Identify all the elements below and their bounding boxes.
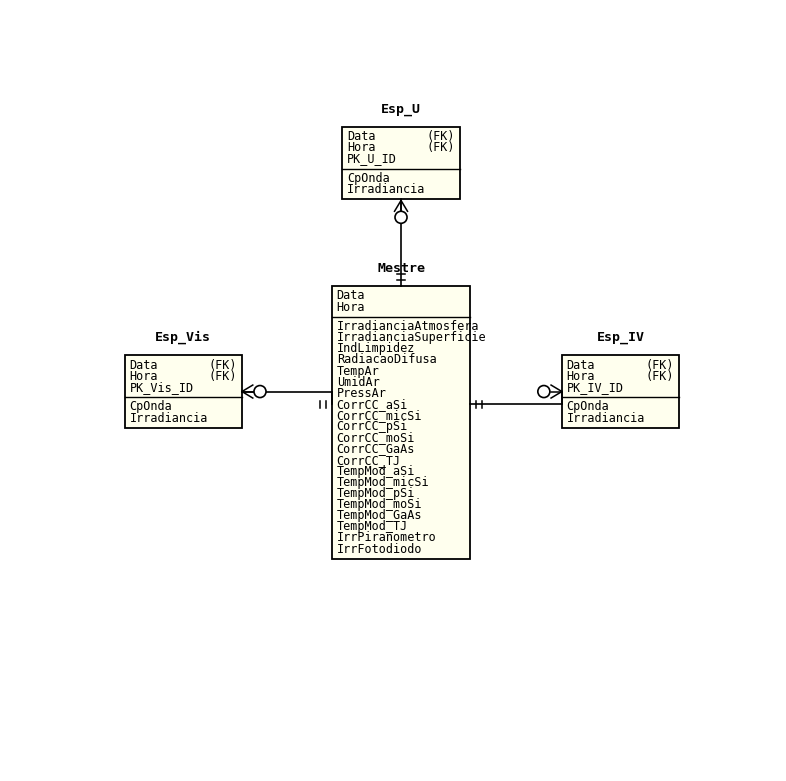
Text: CorrCC_TJ: CorrCC_TJ <box>336 454 401 466</box>
Text: Esp_Vis: Esp_Vis <box>156 331 211 344</box>
Bar <box>332 286 470 559</box>
Text: TempAr: TempAr <box>336 365 380 377</box>
Text: Hora: Hora <box>567 369 595 383</box>
Text: CorrCC_GaAs: CorrCC_GaAs <box>336 443 415 455</box>
Text: (FK): (FK) <box>426 130 455 143</box>
Text: Data: Data <box>130 358 158 372</box>
Text: CpOnda: CpOnda <box>567 401 609 413</box>
Text: CpOnda: CpOnda <box>347 172 390 185</box>
Text: CpOnda: CpOnda <box>130 401 172 413</box>
Text: Esp_U: Esp_U <box>381 103 421 116</box>
Text: (FK): (FK) <box>426 141 455 154</box>
Text: RadiacaoDifusa: RadiacaoDifusa <box>336 354 436 366</box>
Text: (FK): (FK) <box>208 358 237 372</box>
Text: Mestre: Mestre <box>377 262 425 276</box>
Text: TempMod_TJ: TempMod_TJ <box>336 520 408 533</box>
Text: TempMod_GaAs: TempMod_GaAs <box>336 509 422 522</box>
Text: Hora: Hora <box>336 301 365 313</box>
Text: CorrCC_aSi: CorrCC_aSi <box>336 398 408 411</box>
Text: Irradiancia: Irradiancia <box>130 412 208 425</box>
Text: PK_Vis_ID: PK_Vis_ID <box>130 381 193 394</box>
Text: UmidAr: UmidAr <box>336 376 380 389</box>
Text: Data: Data <box>336 290 365 302</box>
Bar <box>125 355 242 428</box>
Text: CorrCC_pSi: CorrCC_pSi <box>336 420 408 433</box>
Text: Hora: Hora <box>130 369 158 383</box>
Text: Data: Data <box>347 130 376 143</box>
Text: IrradianciaAtmosfera: IrradianciaAtmosfera <box>336 320 479 333</box>
Text: IrradianciaSuperficie: IrradianciaSuperficie <box>336 331 487 344</box>
Text: CorrCC_micSi: CorrCC_micSi <box>336 409 422 422</box>
Text: IndLimpidez: IndLimpidez <box>336 342 415 355</box>
Text: (FK): (FK) <box>208 369 237 383</box>
Text: CorrCC_moSi: CorrCC_moSi <box>336 431 415 444</box>
Text: IrrPiranometro: IrrPiranometro <box>336 532 436 544</box>
Circle shape <box>395 212 407 223</box>
Text: Hora: Hora <box>347 141 376 154</box>
Text: PK_U_ID: PK_U_ID <box>347 152 397 166</box>
Text: Irradiancia: Irradiancia <box>567 412 645 425</box>
Text: PressAr: PressAr <box>336 387 387 400</box>
Bar <box>343 127 460 199</box>
Text: IrrFotodiodo: IrrFotodiodo <box>336 543 422 555</box>
Bar <box>562 355 679 428</box>
Text: Data: Data <box>567 358 595 372</box>
Circle shape <box>254 386 266 398</box>
Text: Irradiancia: Irradiancia <box>347 183 425 196</box>
Text: TempMod_micSi: TempMod_micSi <box>336 476 429 489</box>
Text: TempMod_pSi: TempMod_pSi <box>336 487 415 500</box>
Text: PK_IV_ID: PK_IV_ID <box>567 381 624 394</box>
Text: TempMod_moSi: TempMod_moSi <box>336 498 422 511</box>
Text: TempMod_aSi: TempMod_aSi <box>336 465 415 478</box>
Circle shape <box>538 386 550 398</box>
Text: Esp_IV: Esp_IV <box>597 331 645 344</box>
Text: (FK): (FK) <box>646 369 674 383</box>
Text: (FK): (FK) <box>646 358 674 372</box>
